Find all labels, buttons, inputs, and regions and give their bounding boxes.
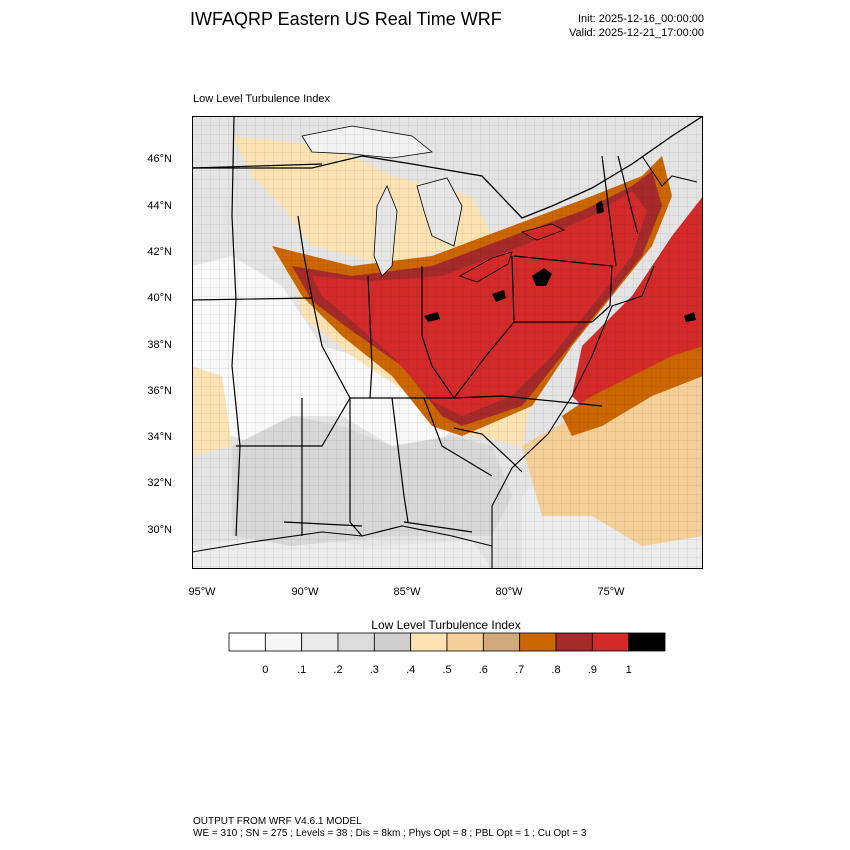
colorbar-tick-label: .7	[515, 664, 525, 676]
lat-label-34n: 34°N	[147, 431, 172, 443]
colorbar-swatch	[264, 632, 303, 652]
colorbar-tick-label: .5	[442, 664, 452, 676]
lat-label-32n: 32°N	[147, 477, 172, 489]
lat-label-36n: 36°N	[147, 385, 172, 397]
colorbar-tick-label: .3	[369, 664, 379, 676]
turbulence-map	[192, 116, 703, 569]
plot-title: IWFAQRP Eastern US Real Time WRF	[190, 9, 502, 29]
colorbar-swatch	[373, 632, 412, 652]
county-lines	[192, 116, 703, 569]
colorbar-swatch	[519, 632, 557, 652]
colorbar-tick-label: 0	[262, 664, 269, 676]
colorbar-swatch	[446, 632, 484, 652]
colorbar-swatch	[337, 632, 375, 652]
colorbar-tick-label: .9	[587, 664, 597, 676]
colorbar-swatch	[410, 632, 448, 652]
coastlines	[192, 155, 698, 569]
colorbar-swatch	[591, 632, 630, 652]
valid-time: Valid: 2025-12-21_17:00:00	[569, 27, 704, 39]
colorbar-tick-label: .4	[406, 664, 416, 676]
lon-label-75w: 75°W	[597, 586, 625, 598]
colorbar-swatch	[228, 632, 266, 652]
map-subtitle: Low Level Turbulence Index	[193, 93, 330, 105]
colorbar-tick-label: .2	[333, 664, 343, 676]
colorbar-swatch	[555, 632, 593, 652]
colorbar-tick-label: .8	[551, 664, 561, 676]
lat-label-44n: 44°N	[147, 200, 172, 212]
colorbar-swatch	[301, 632, 339, 652]
state-boundaries	[192, 116, 639, 537]
colorbar-swatch	[628, 632, 666, 652]
lat-label-46n: 46°N	[147, 153, 172, 165]
colorbar-swatch	[482, 632, 521, 652]
colorbar-tick-label: 1	[625, 664, 632, 676]
footer-model-line: OUTPUT FROM WRF V4.6.1 MODEL	[193, 816, 362, 827]
lat-label-40n: 40°N	[147, 292, 172, 304]
lon-label-85w: 85°W	[393, 586, 421, 598]
lon-label-90w: 90°W	[291, 586, 319, 598]
colorbar-title: Low Level Turbulence Index	[371, 618, 521, 632]
lon-label-80w: 80°W	[495, 586, 523, 598]
lon-label-95w: 95°W	[188, 586, 216, 598]
canada-border	[192, 116, 703, 219]
colorbar	[228, 632, 666, 652]
init-time: Init: 2025-12-16_00:00:00	[578, 13, 704, 25]
lat-label-30n: 30°N	[147, 524, 172, 536]
colorbar-tick-label: .1	[297, 664, 307, 676]
footer-config-line: WE = 310 ; SN = 275 ; Levels = 38 ; Dis …	[193, 828, 587, 839]
lat-label-42n: 42°N	[147, 246, 172, 258]
lat-label-38n: 38°N	[147, 339, 172, 351]
colorbar-tick-label: .6	[478, 664, 488, 676]
